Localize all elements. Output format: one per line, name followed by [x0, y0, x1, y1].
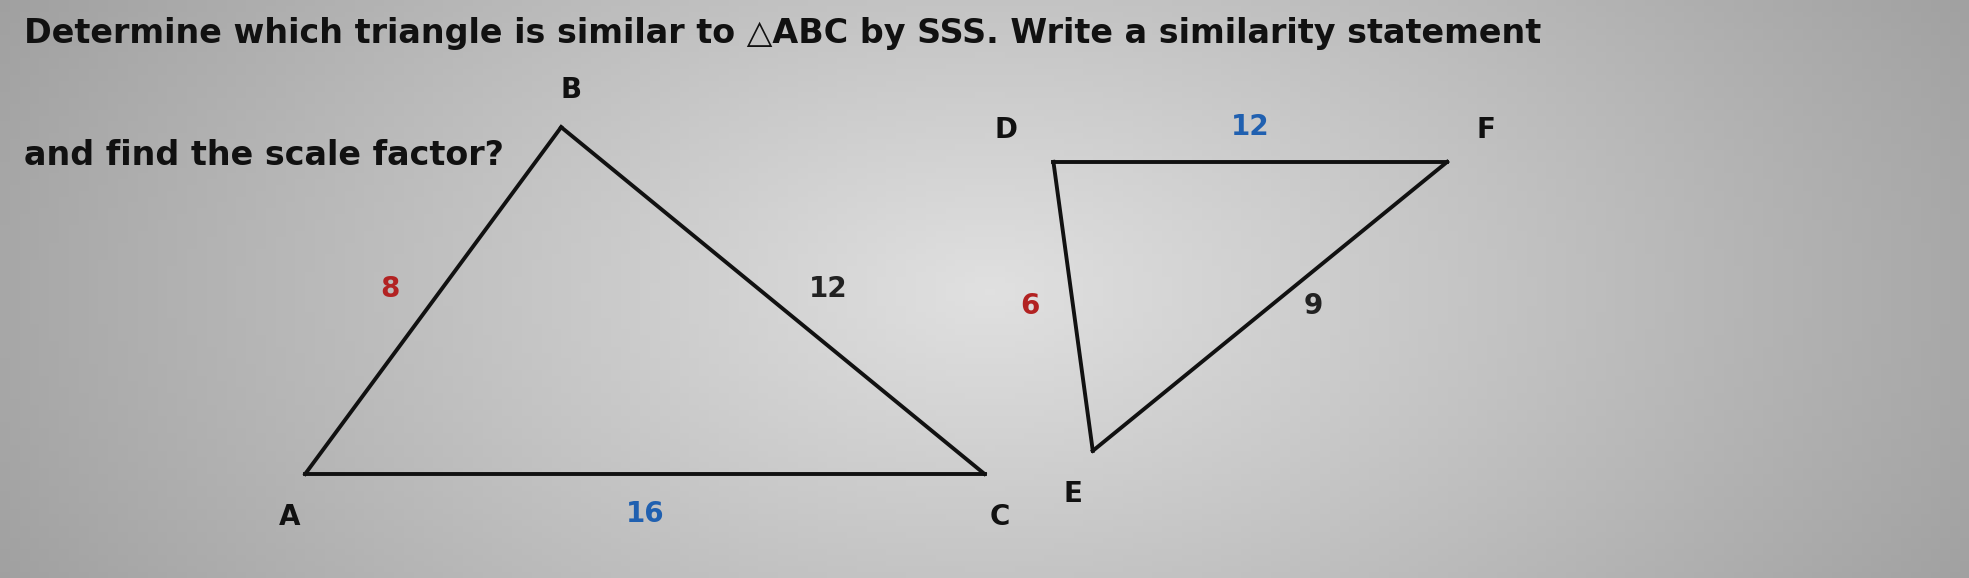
Text: B: B — [561, 76, 581, 104]
Text: Determine which triangle is similar to △ABC by SSS. Write a similarity statement: Determine which triangle is similar to △… — [24, 17, 1542, 50]
Text: 8: 8 — [380, 275, 400, 303]
Text: and find the scale factor?: and find the scale factor? — [24, 139, 504, 172]
Text: 12: 12 — [1231, 113, 1270, 141]
Text: E: E — [1063, 480, 1083, 507]
Text: C: C — [990, 503, 1010, 531]
Text: D: D — [994, 117, 1018, 144]
Text: 6: 6 — [1020, 292, 1040, 320]
Text: 9: 9 — [1303, 292, 1323, 320]
Text: F: F — [1477, 117, 1496, 144]
Text: 12: 12 — [809, 275, 847, 303]
Text: 16: 16 — [626, 501, 664, 528]
Text: A: A — [280, 503, 299, 531]
